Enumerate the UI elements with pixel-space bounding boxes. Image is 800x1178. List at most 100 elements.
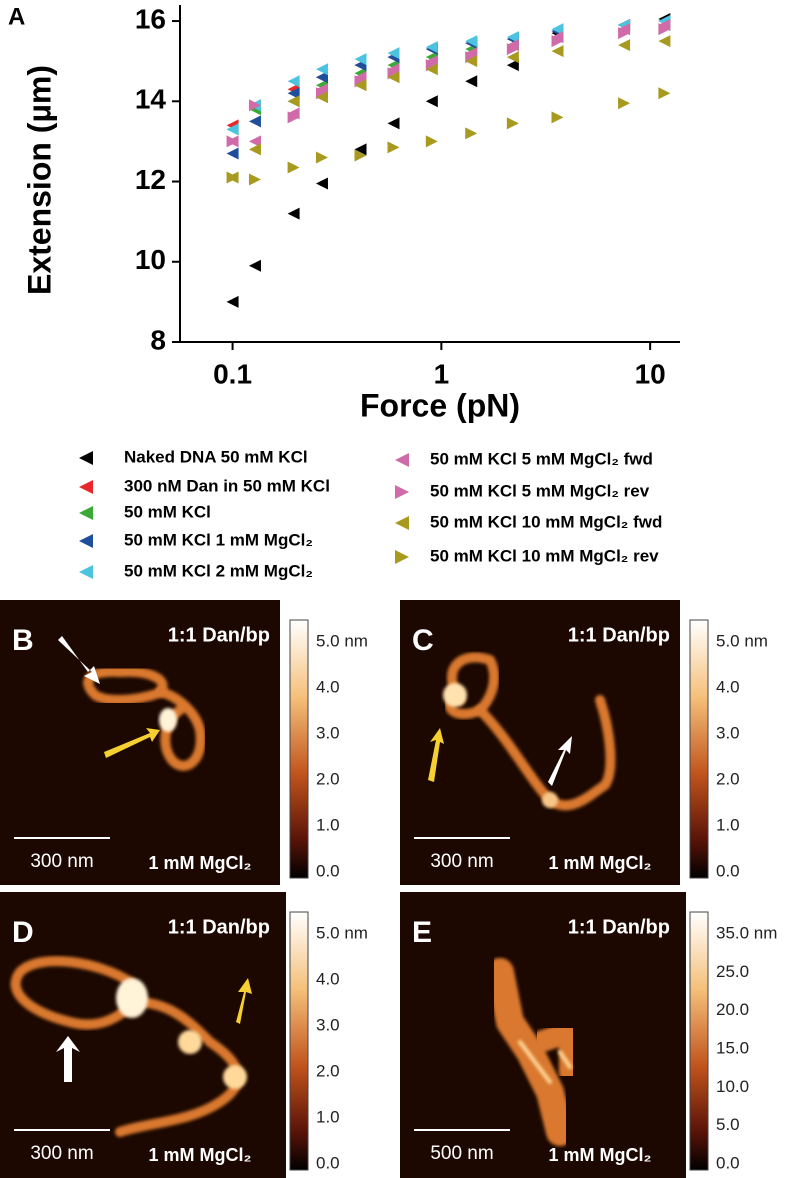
data-point <box>287 75 300 88</box>
colorbar-label: 10.0 <box>716 1077 749 1096</box>
legend-label: 50 mM KCl 2 mM MgCl₂ <box>124 561 313 580</box>
scale-bar-label: 300 nm <box>30 1143 93 1164</box>
data-point <box>287 87 300 100</box>
data-point <box>465 35 478 48</box>
data-point <box>354 53 367 66</box>
data-point <box>506 31 519 44</box>
legend-label: 50 mM KCl 10 mM MgCl₂ fwd <box>430 512 662 531</box>
data-point <box>315 151 328 164</box>
colorbar-label: 4.0 <box>716 677 740 696</box>
colorbar-label: 25.0 <box>716 962 749 981</box>
panel-title: 1:1 Dan/bp <box>568 624 670 646</box>
condition: 1 mM MgCl₂ <box>149 1145 252 1165</box>
y-tick-label: 8 <box>150 324 166 355</box>
y-tick-label: 14 <box>135 84 167 115</box>
data-point <box>551 35 564 48</box>
colorbar-label: 2.0 <box>316 769 340 788</box>
data-point <box>387 71 400 84</box>
panel-title: 1:1 Dan/bp <box>168 624 270 646</box>
colorbar-label: 4.0 <box>316 969 340 988</box>
legend-label: 50 mM KCl 5 mM MgCl₂ rev <box>430 481 650 500</box>
data-point <box>248 135 261 148</box>
data-point <box>658 87 671 100</box>
data-point <box>315 91 328 104</box>
data-point <box>315 177 328 190</box>
data-point <box>551 45 564 58</box>
x-tick-label: 1 <box>434 358 450 389</box>
legend-marker <box>79 506 93 520</box>
data-point <box>226 171 239 184</box>
data-point <box>354 143 367 156</box>
data-point <box>506 59 519 72</box>
data-point <box>287 95 300 108</box>
panel-label: C <box>412 624 434 657</box>
legend-marker <box>79 451 93 465</box>
data-point <box>506 51 519 64</box>
data-point <box>425 95 438 108</box>
data-point <box>315 71 328 84</box>
legend-label: Naked DNA 50 mM KCl <box>124 447 308 466</box>
data-point <box>248 143 261 156</box>
data-point <box>658 23 671 36</box>
colorbar <box>289 911 309 1171</box>
panel-label: B <box>12 624 34 657</box>
colorbar-label: 5.0 nm <box>316 631 368 650</box>
panel: D 1:1 Dan/bp 300 nm 1 mM MgCl₂ 5.0 nm 4.0 3.0 2… <box>12 911 368 1172</box>
data-point <box>465 127 478 140</box>
data-point <box>387 141 400 154</box>
colorbar-label: 4.0 <box>316 677 340 696</box>
colorbar-label: 2.0 <box>716 769 740 788</box>
colorbar-label: 15.0 <box>716 1038 749 1057</box>
data-point <box>506 43 519 56</box>
data-point <box>287 207 300 220</box>
panel-label: E <box>412 916 432 949</box>
colorbar-label: 0.0 <box>316 861 340 880</box>
colorbar-label: 5.0 nm <box>316 923 368 942</box>
panel-label: D <box>12 916 34 949</box>
colorbar-label: 20.0 <box>716 1000 749 1019</box>
panel-title: 1:1 Dan/bp <box>568 916 670 938</box>
colorbar-label: 2.0 <box>316 1061 340 1080</box>
legend-marker <box>395 453 409 467</box>
legend-marker <box>395 485 409 499</box>
legend-marker <box>79 565 93 579</box>
condition: 1 mM MgCl₂ <box>549 853 652 873</box>
legend-label: 50 mM KCl 5 mM MgCl₂ fwd <box>430 449 653 468</box>
y-tick-label: 16 <box>135 3 166 34</box>
data-point <box>425 41 438 54</box>
panel: B 1:1 Dan/bp 300 nm 1 mM MgCl₂ 5.0 nm 4.0 3.0 2… <box>12 619 368 880</box>
condition: 1 mM MgCl₂ <box>549 1145 652 1165</box>
colorbar-label: 1.0 <box>716 815 740 834</box>
data-point <box>465 75 478 88</box>
legend-marker <box>395 516 409 530</box>
colorbar-label: 5.0 nm <box>716 631 768 650</box>
data-point <box>226 135 239 148</box>
panel-label: A <box>8 3 25 30</box>
data-point <box>248 259 261 272</box>
panel: E 1:1 Dan/bp 500 nm 1 mM MgCl₂ 35.0 nm 25.0 20… <box>412 911 777 1172</box>
legend-marker <box>79 480 93 494</box>
data-point <box>354 149 367 162</box>
data-point <box>248 99 261 112</box>
colorbar-label: 0.0 <box>716 861 740 880</box>
legend-marker <box>395 550 409 564</box>
data-point <box>551 111 564 124</box>
x-tick-label: 10 <box>635 358 666 389</box>
legend-label: 50 mM KCl 1 mM MgCl₂ <box>124 530 313 549</box>
y-tick-label: 10 <box>135 244 166 275</box>
legend-marker <box>79 534 93 548</box>
data-point <box>425 63 438 76</box>
data-point <box>618 97 631 110</box>
x-axis-title: Force (pN) <box>360 387 520 423</box>
scale-bar-label: 500 nm <box>430 1143 493 1164</box>
data-point <box>248 173 261 186</box>
data-point <box>226 295 239 308</box>
panel: C 1:1 Dan/bp 300 nm 1 mM MgCl₂ 5.0 nm 4.0 3.0 2… <box>412 619 768 880</box>
data-point <box>248 115 261 128</box>
data-point <box>465 55 478 68</box>
data-point <box>354 79 367 92</box>
legend-label: 50 mM KCl 10 mM MgCl₂ rev <box>430 546 659 565</box>
data-point <box>425 135 438 148</box>
data-point <box>287 161 300 174</box>
